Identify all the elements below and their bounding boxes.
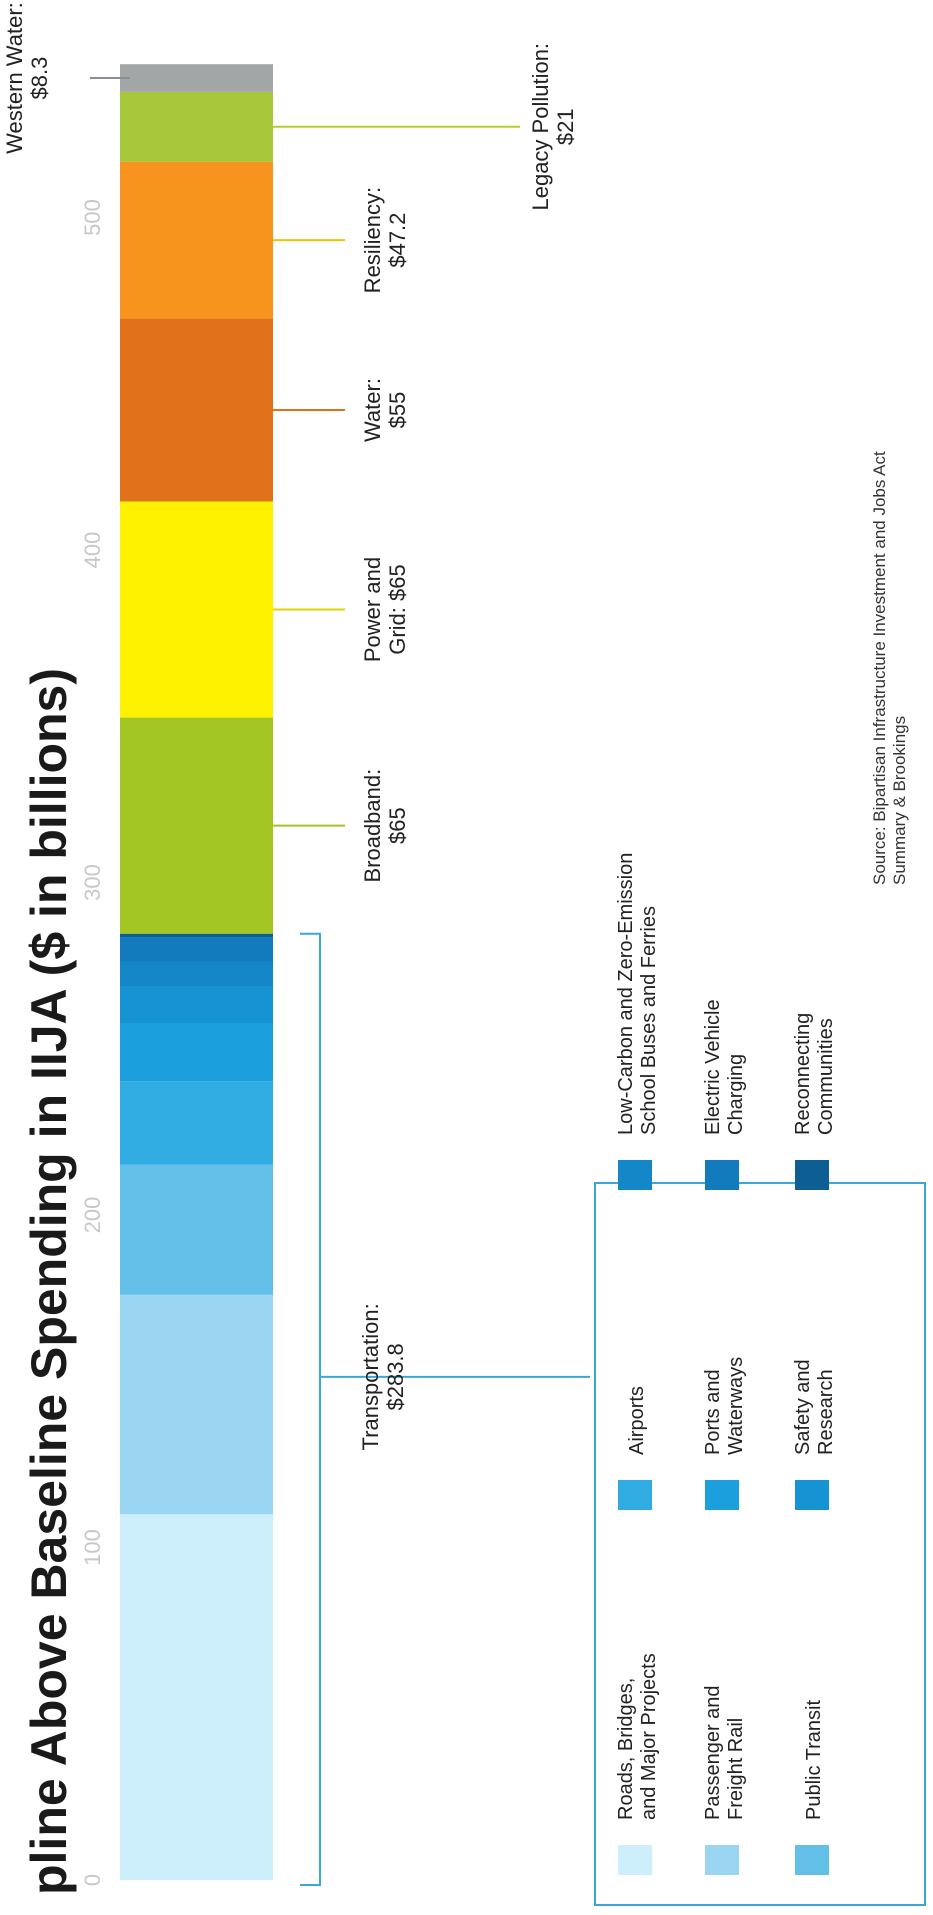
western-water-label: Western Water:$8.3: [2, 2, 52, 154]
legend-swatch-reconnecting-communities: [795, 1160, 829, 1190]
legend-label-public-transit: Public Transit: [803, 1700, 825, 1820]
x-axis-ticks: 0 100 200 300 400 500: [80, 199, 105, 1886]
bar-segment-western-water: [120, 64, 273, 92]
resiliency-label: Resiliency:$47.2: [360, 187, 410, 293]
legend-frame: [594, 1182, 926, 1906]
legend-label-low-carbon-and-zero-emission-school-buses-and-ferries: Low-Carbon and Zero-EmissionSchool Buses…: [615, 853, 660, 1135]
legend-swatch-safety-and-research: [795, 1480, 829, 1510]
legend: Roads, Bridges,and Major Projects Passeng…: [594, 853, 926, 1906]
x-tick-label: 400: [80, 532, 105, 569]
power-grid-label: Power andGrid: $65: [360, 557, 410, 662]
legacy-pollution-label: Legacy Pollution:$21: [528, 43, 578, 211]
bar-segment-passenger-and-freight-rail: [120, 1294, 273, 1515]
legend-swatch-ports-and-waterways: [705, 1480, 739, 1510]
legend-swatch-airports: [618, 1480, 652, 1510]
legend-label-airports: Airports: [626, 1386, 648, 1455]
x-tick-label: 200: [80, 1197, 105, 1234]
legend-label-roads-bridges-and-major-projects: Roads, Bridges,and Major Projects: [615, 1653, 660, 1820]
legend-swatch-passenger-and-freight-rail: [705, 1845, 739, 1875]
bar-segment-electric-vehicle-charging: [120, 937, 273, 962]
bar-segment-broadband: [120, 717, 273, 934]
bar-segment-airports: [120, 1081, 273, 1165]
bar-segment-legacy-pollution: [120, 91, 273, 162]
bar-segment-ports-and-waterways: [120, 1023, 273, 1082]
legend-swatch-public-transit: [795, 1845, 829, 1875]
bar-segment-power-and-grid: [120, 501, 273, 718]
x-tick-label: 100: [80, 1529, 105, 1566]
source-line-1: Source: Bipartisan Infrastructure Invest…: [870, 451, 889, 885]
legend-swatch-roads-bridges-and-major-projects: [618, 1845, 652, 1875]
broadband-label: Broadband:$65: [360, 769, 410, 883]
legend-label-safety-and-research: Safety andResearch: [792, 1359, 837, 1455]
x-tick-label: 300: [80, 864, 105, 901]
x-tick-label: 500: [80, 199, 105, 236]
bar-segment-low-carbon-and-zero-emission-school-buses-and-ferries: [120, 961, 273, 987]
legend-label-ports-and-waterways: Ports andWaterways: [702, 1357, 747, 1455]
segment-callouts: Transportation:$283.8 Broadband:$65 Power …: [2, 2, 590, 1886]
source-note: Source: Bipartisan Infrastructure Invest…: [870, 451, 909, 885]
bar-segment-roads-bridges-and-major-projects: [120, 1514, 273, 1880]
legend-swatch-low-carbon-and-zero-emission-school-buses-and-ferries: [618, 1160, 652, 1190]
bar-segment-reconnecting-communities: [120, 933, 273, 938]
x-tick-label: 0: [80, 1874, 105, 1886]
legend-swatch-electric-vehicle-charging: [705, 1160, 739, 1190]
source-line-2: Summary & Brookings: [890, 716, 909, 885]
transportation-bracket: [300, 932, 321, 1886]
bar-segment-water: [120, 318, 273, 502]
legend-label-electric-vehicle-charging: Electric VehicleCharging: [702, 999, 747, 1135]
stacked-bar: [120, 64, 273, 1880]
chart-title: pline Above Baseline Spending in IIJA ($…: [21, 668, 77, 1895]
water-label: Water:$55: [360, 378, 410, 442]
bar-segment-safety-and-research: [120, 986, 273, 1024]
bar-segment-public-transit: [120, 1164, 273, 1295]
transportation-label: Transportation:$283.8: [358, 1303, 408, 1450]
bar-segment-resiliency: [120, 161, 273, 319]
legend-label-passenger-and-freight-rail: Passenger andFreight Rail: [702, 1685, 747, 1820]
legend-label-reconnecting-communities: ReconnectingCommunities: [792, 1013, 837, 1135]
